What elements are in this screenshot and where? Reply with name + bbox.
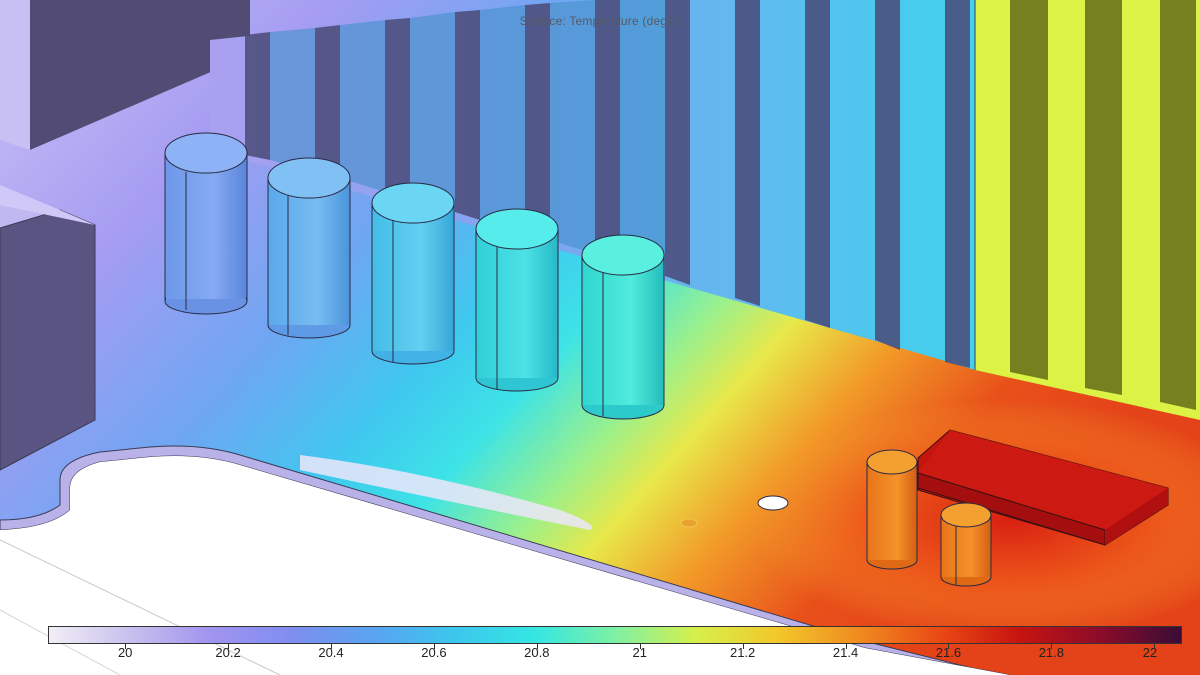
colorbar-tick-label: 21.2 [729, 645, 756, 660]
colorbar-tick [742, 643, 744, 649]
hot-chip [917, 429, 1169, 546]
plot-title: Surface: Temperature (degC) [519, 14, 681, 28]
colorbar-tick-label: 20.2 [215, 645, 241, 660]
temperature-colorbar: 20 20.2 20.4 20.6 20.8 21 21.2 21.4 21.6 21.8 22 [48, 626, 1182, 671]
colorbar-gradient [48, 626, 1182, 644]
mounting-hole [680, 495, 789, 528]
colorbar-tick [948, 643, 950, 649]
colorbar-tick [228, 643, 230, 649]
capacitor-4 [475, 208, 559, 392]
colorbar-tick-label: 20 [117, 645, 133, 660]
capacitor-row [164, 132, 665, 420]
heat-sink-fins [210, 0, 975, 370]
colorbar-tick-label: 21.4 [832, 645, 859, 660]
colorbar-tick [125, 643, 127, 649]
component-block-top-left [0, 0, 250, 150]
colorbar-tick-label: 21.8 [1038, 645, 1065, 660]
colorbar-tick [639, 643, 641, 649]
component-block-left [0, 185, 96, 471]
colorbar-tick [1051, 643, 1053, 649]
colorbar-tick [433, 643, 435, 649]
hot-capacitor-1 [866, 449, 918, 570]
colorbar-tick [845, 643, 847, 649]
capacitor-3 [371, 182, 455, 365]
colorbar-tick [1154, 643, 1156, 649]
capacitor-1 [164, 132, 248, 315]
colorbar-tick [331, 643, 332, 649]
colorbar-tick-label: 21 [632, 645, 647, 660]
hot-capacitor-2 [940, 502, 992, 587]
colorbar-tick-label: 20.6 [421, 645, 447, 660]
colorbar-tick-label: 20.4 [318, 645, 344, 660]
capacitor-5 [581, 234, 665, 420]
colorbar-tick [536, 643, 538, 649]
colorbar-tick-label: 21.6 [935, 645, 962, 660]
capacitor-2 [267, 157, 351, 339]
colorbar-tick-label: 22 [1142, 645, 1158, 660]
heat-sink-warm [974, 0, 1200, 420]
colorbar-tick-label: 20.8 [524, 645, 550, 660]
